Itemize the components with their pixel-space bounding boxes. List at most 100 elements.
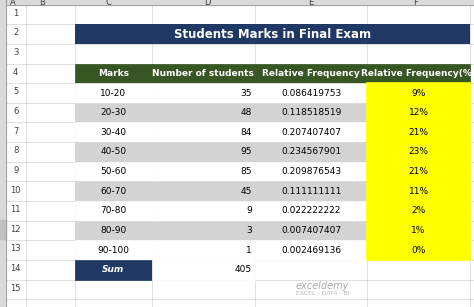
Text: 40-50: 40-50 <box>100 147 127 157</box>
Bar <box>367 103 470 122</box>
Text: 3: 3 <box>13 48 18 57</box>
Bar <box>367 201 470 221</box>
Bar <box>75 260 152 280</box>
Text: 48: 48 <box>240 108 252 117</box>
Bar <box>367 122 470 142</box>
Bar <box>75 103 152 122</box>
Text: Marks: Marks <box>98 69 129 78</box>
Bar <box>0 0 474 5</box>
Bar <box>255 122 367 142</box>
Bar <box>367 240 470 260</box>
Bar <box>152 64 255 83</box>
Text: 9: 9 <box>13 166 18 175</box>
Bar <box>152 221 255 240</box>
Text: 45: 45 <box>240 187 252 196</box>
Text: 0.086419753: 0.086419753 <box>281 88 341 98</box>
Text: 0.002469136: 0.002469136 <box>281 246 341 255</box>
Text: 11%: 11% <box>409 187 428 196</box>
Text: 84: 84 <box>240 128 252 137</box>
Text: Relative Frequency(%): Relative Frequency(%) <box>361 69 474 78</box>
Bar <box>255 221 367 240</box>
Bar <box>75 64 152 83</box>
Bar <box>367 221 470 240</box>
Text: 4: 4 <box>13 68 18 77</box>
Text: 12: 12 <box>10 225 21 234</box>
Bar <box>152 240 255 260</box>
Text: 2: 2 <box>13 28 18 37</box>
Text: 35: 35 <box>240 88 252 98</box>
Text: Number of students: Number of students <box>153 69 254 78</box>
Bar <box>75 162 152 181</box>
Text: EXCEL · DATA · BI: EXCEL · DATA · BI <box>295 291 349 296</box>
Text: 95: 95 <box>240 147 252 157</box>
Text: 0.007407407: 0.007407407 <box>281 226 341 235</box>
Text: 0.111111111: 0.111111111 <box>281 187 341 196</box>
Text: C: C <box>105 0 111 7</box>
Bar <box>255 201 367 221</box>
Text: 1: 1 <box>246 246 252 255</box>
Text: D: D <box>204 0 210 7</box>
Text: exceldemy: exceldemy <box>296 281 349 290</box>
Bar <box>75 142 152 162</box>
Text: 21%: 21% <box>409 128 428 137</box>
Text: 6: 6 <box>13 107 18 116</box>
Text: 13: 13 <box>10 244 21 254</box>
Bar <box>75 122 152 142</box>
Bar <box>255 142 367 162</box>
Bar <box>152 142 255 162</box>
Bar <box>75 24 470 44</box>
Bar <box>75 83 152 103</box>
Bar <box>255 64 367 83</box>
Text: E: E <box>308 0 314 7</box>
Bar <box>367 142 470 162</box>
Bar <box>255 103 367 122</box>
Text: 1%: 1% <box>411 226 426 235</box>
Bar <box>255 240 367 260</box>
Text: 3: 3 <box>246 226 252 235</box>
Text: 85: 85 <box>240 167 252 176</box>
Bar <box>0 220 6 239</box>
Text: Students Marks in Final Exam: Students Marks in Final Exam <box>174 28 371 41</box>
Text: 2%: 2% <box>411 206 426 216</box>
Text: 70-80: 70-80 <box>100 206 127 216</box>
Text: F: F <box>413 0 418 7</box>
Text: 9%: 9% <box>411 88 426 98</box>
Text: 1: 1 <box>13 9 18 18</box>
Text: Sum: Sum <box>102 265 124 274</box>
Bar <box>152 181 255 201</box>
Bar <box>152 103 255 122</box>
Text: 20-30: 20-30 <box>100 108 127 117</box>
Text: 0.209876543: 0.209876543 <box>281 167 341 176</box>
Bar <box>75 221 152 240</box>
Text: 14: 14 <box>10 264 21 273</box>
Bar <box>367 162 470 181</box>
Bar <box>367 181 470 201</box>
Text: 405: 405 <box>235 265 252 274</box>
Bar <box>152 122 255 142</box>
Bar <box>75 240 152 260</box>
Bar <box>255 83 367 103</box>
Text: 30-40: 30-40 <box>100 128 127 137</box>
Text: 21%: 21% <box>409 167 428 176</box>
Text: 0.207407407: 0.207407407 <box>281 128 341 137</box>
Text: 0.118518519: 0.118518519 <box>281 108 341 117</box>
Bar <box>75 181 152 201</box>
Bar <box>367 64 470 83</box>
Text: 23%: 23% <box>409 147 428 157</box>
Text: 50-60: 50-60 <box>100 167 127 176</box>
Bar <box>152 83 255 103</box>
Text: 90-100: 90-100 <box>97 246 129 255</box>
Bar <box>152 162 255 181</box>
Bar <box>0 0 6 307</box>
Text: 15: 15 <box>10 284 21 293</box>
Text: 11: 11 <box>10 205 21 214</box>
Bar <box>255 162 367 181</box>
Text: 5: 5 <box>13 87 18 96</box>
Bar <box>152 201 255 221</box>
Text: 9: 9 <box>246 206 252 216</box>
Text: A: A <box>10 0 16 7</box>
Text: 10: 10 <box>10 185 21 195</box>
Text: 60-70: 60-70 <box>100 187 127 196</box>
Text: 12%: 12% <box>409 108 428 117</box>
Text: 10-20: 10-20 <box>100 88 127 98</box>
